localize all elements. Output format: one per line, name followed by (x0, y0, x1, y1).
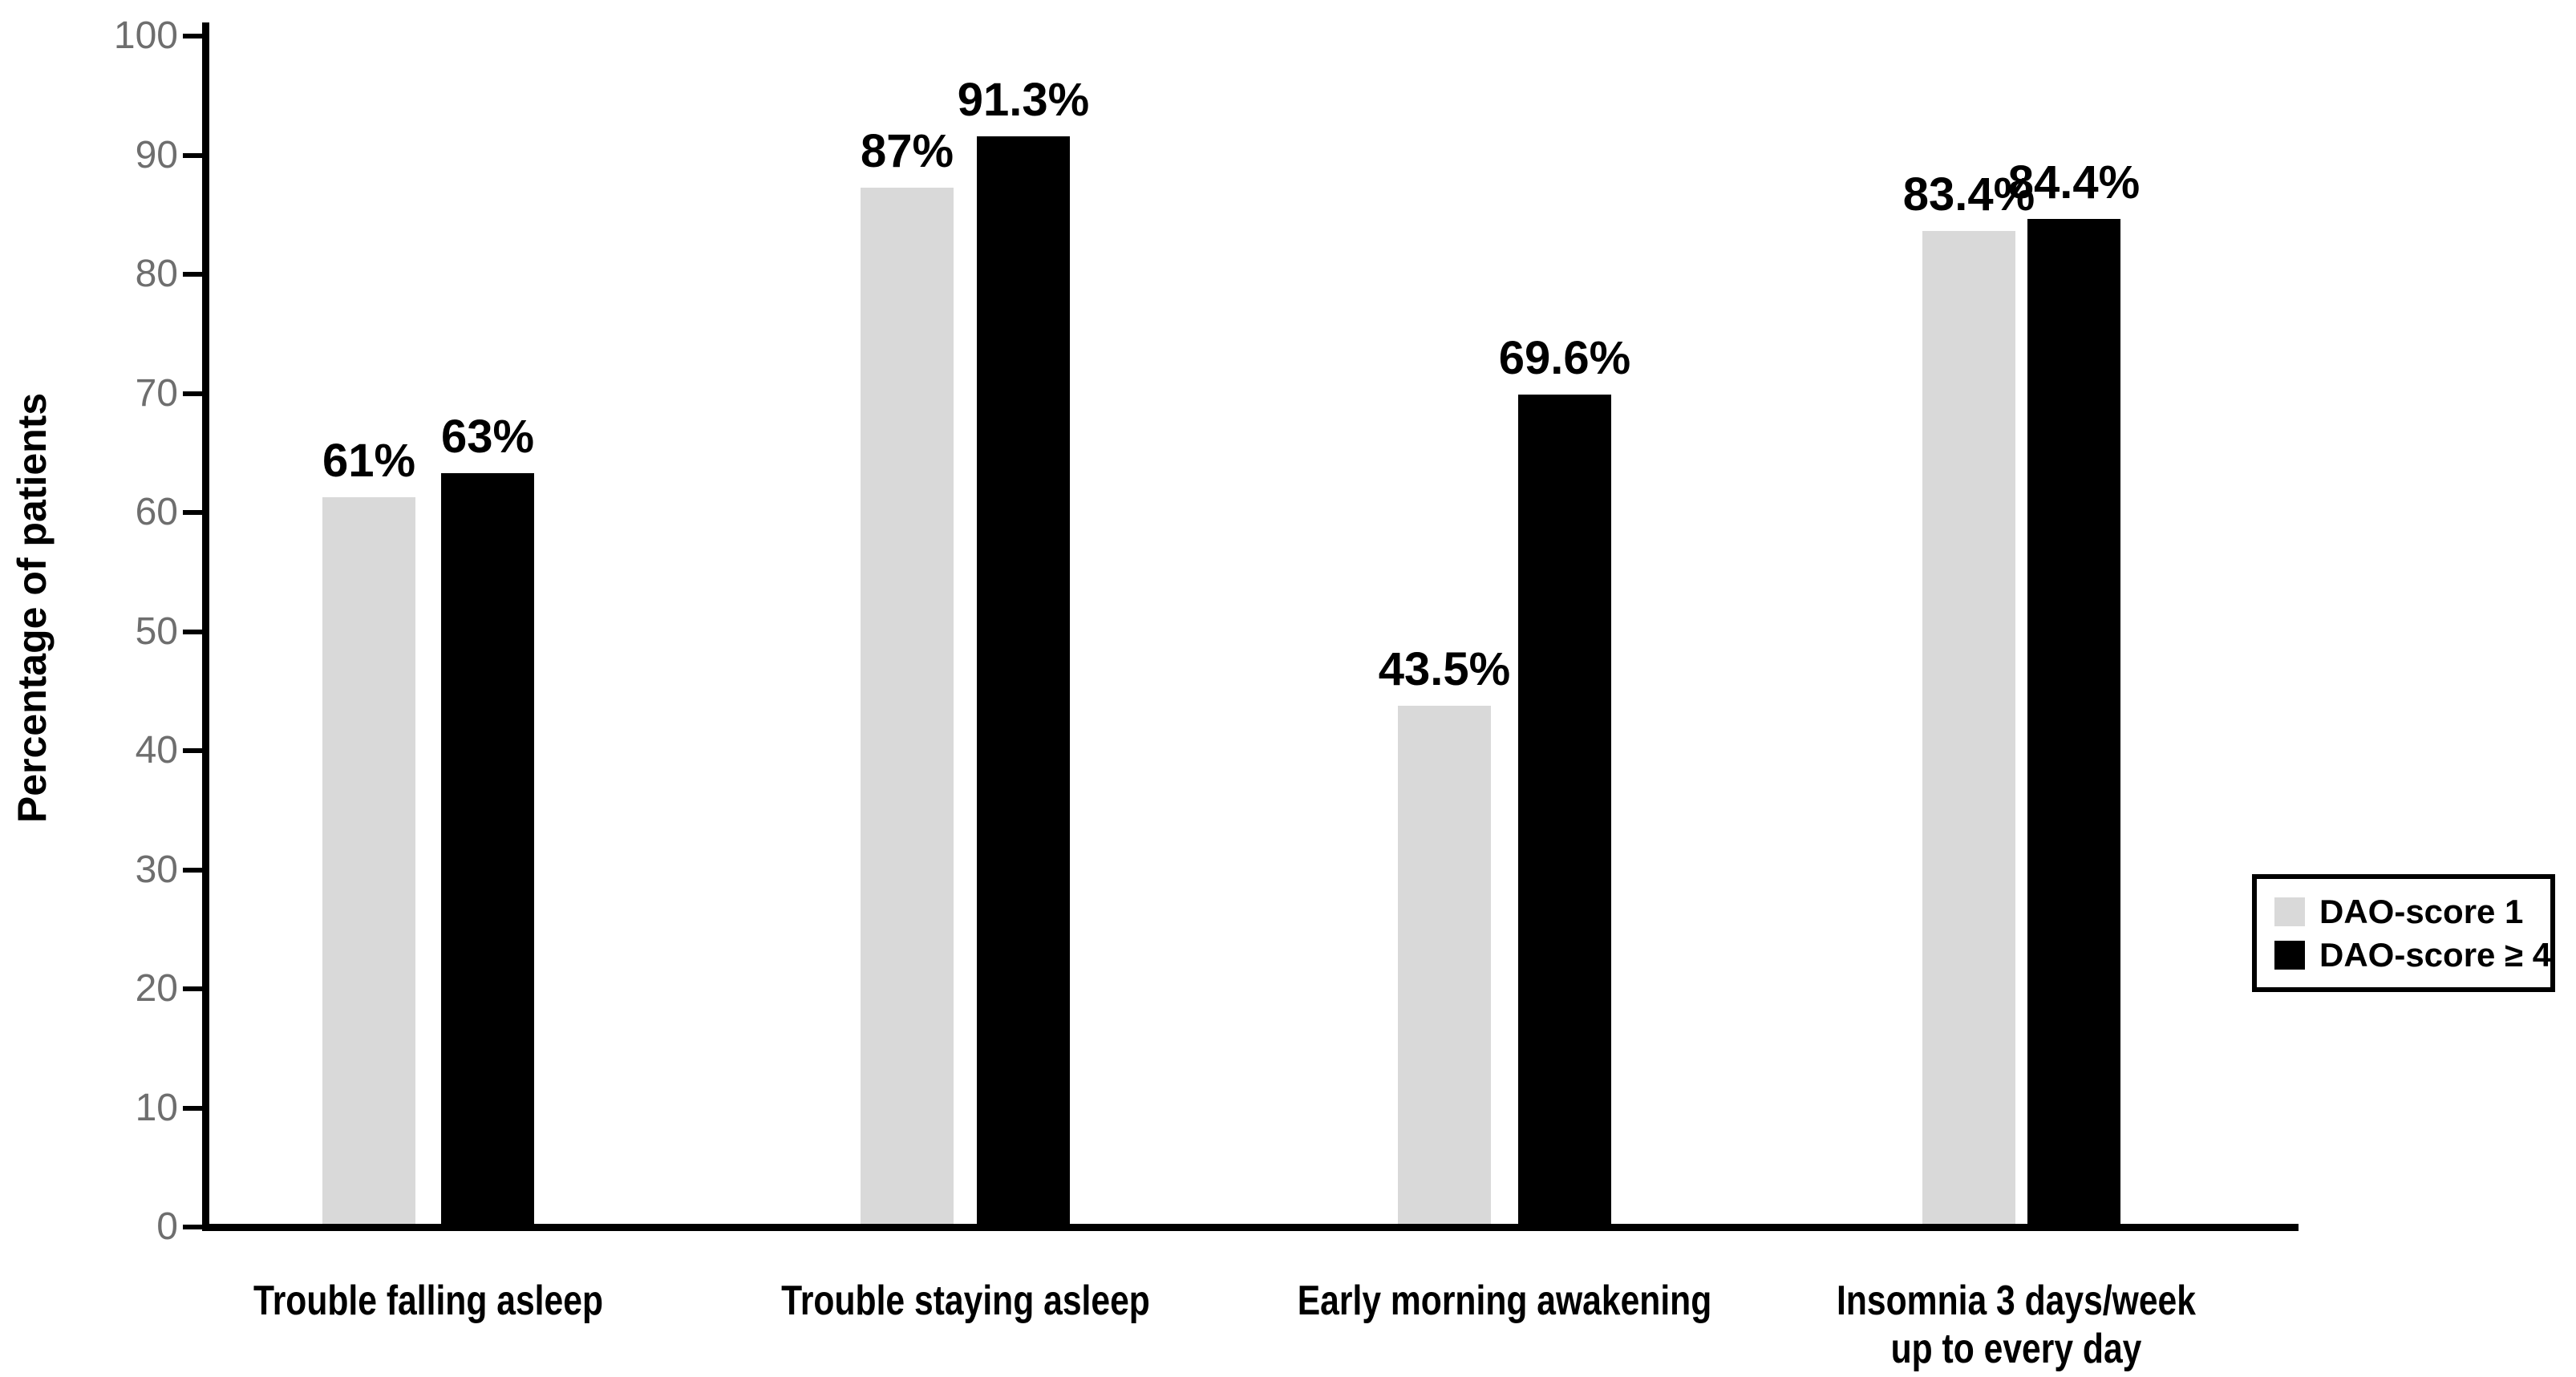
y-axis-line (202, 22, 209, 1231)
y-tick-80 (183, 272, 202, 277)
bar-series1-group3 (2027, 219, 2120, 1224)
bar-series1-group1 (977, 136, 1070, 1224)
y-tick-100 (183, 34, 202, 38)
bar-series1-group0 (441, 473, 534, 1224)
y-tick-label-10: 10 (135, 1086, 178, 1129)
bar-value-label-series0-group3: 83.4% (1902, 168, 2035, 221)
legend-label-0: DAO-score 1 (2319, 892, 2524, 930)
legend: DAO-score 1 DAO-score ≥ 4 (2252, 874, 2555, 992)
bar-value-label-series1-group0: 63% (440, 411, 535, 463)
bar-value-label-series0-group2: 43.5% (1378, 643, 1511, 695)
y-tick-label-40: 40 (135, 729, 178, 772)
y-tick-20 (183, 986, 202, 991)
y-tick-40 (183, 748, 202, 753)
y-tick-60 (183, 510, 202, 515)
legend-swatch-1 (2274, 940, 2305, 970)
bar-series1-group2 (1518, 395, 1611, 1224)
bar-value-label-series0-group1: 87% (860, 125, 954, 177)
y-tick-label-0: 0 (156, 1205, 178, 1248)
legend-swatch-0 (2274, 897, 2305, 926)
bar-value-label-series0-group0: 61% (322, 435, 416, 487)
legend-label-1: DAO-score ≥ 4 (2319, 935, 2552, 974)
y-tick-90 (183, 152, 202, 158)
y-tick-50 (183, 629, 202, 634)
category-label-1: Trouble staying asleep (781, 1278, 1150, 1324)
x-axis-line (202, 1224, 2299, 1231)
y-tick-0 (183, 1225, 202, 1229)
y-tick-label-70: 70 (135, 371, 178, 415)
bar-series0-group3 (1922, 231, 2015, 1224)
category-label-3: Insomnia 3 days/week up to every day (1837, 1278, 2196, 1372)
bar-value-label-series1-group2: 69.6% (1498, 332, 1631, 384)
category-label-0: Trouble falling asleep (253, 1278, 603, 1324)
y-tick-70 (183, 391, 202, 396)
y-tick-label-80: 80 (135, 253, 178, 295)
legend-item-1: DAO-score ≥ 4 (2274, 935, 2552, 974)
bar-value-label-series1-group1: 91.3% (957, 74, 1090, 126)
y-tick-label-30: 30 (135, 848, 178, 891)
bar-value-label-series1-group3: 84.4% (2007, 156, 2141, 209)
y-tick-label-100: 100 (113, 14, 178, 57)
legend-item-0: DAO-score 1 (2274, 892, 2550, 930)
y-tick-label-90: 90 (135, 133, 178, 176)
y-tick-30 (183, 867, 202, 873)
y-tick-label-50: 50 (135, 610, 178, 653)
y-tick-label-20: 20 (135, 967, 178, 1010)
y-tick-10 (183, 1105, 202, 1111)
y-tick-label-60: 60 (135, 491, 178, 533)
bar-series0-group0 (322, 497, 415, 1224)
category-label-2: Early morning awakening (1297, 1278, 1712, 1324)
bar-series0-group1 (861, 188, 954, 1224)
bar-series0-group2 (1398, 706, 1491, 1224)
